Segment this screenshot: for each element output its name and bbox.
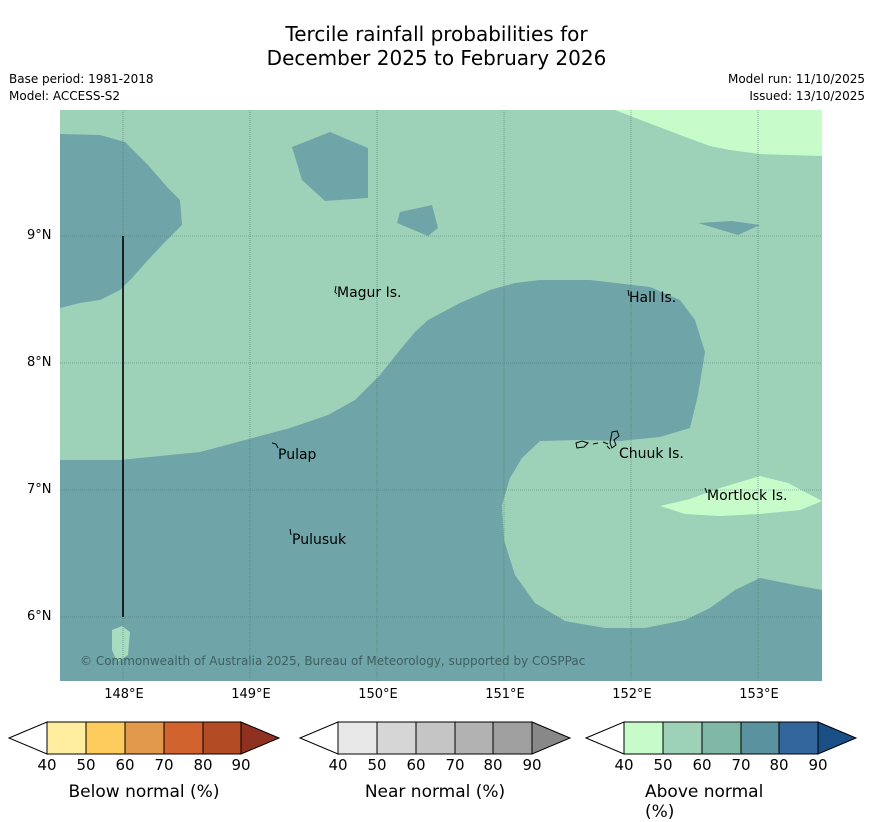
place-label-pulap: Pulap	[278, 447, 317, 463]
island-mortlock	[704, 487, 708, 494]
issued-date: Issued: 13/10/2025	[749, 89, 865, 103]
island-chuuk	[575, 430, 620, 450]
cb-below-seg-1	[46, 721, 87, 755]
cb-near-tick-90: 90	[522, 756, 542, 774]
cb-above-tick-50: 50	[653, 756, 673, 774]
copyright-notice: © Commonwealth of Australia 2025, Bureau…	[80, 654, 586, 668]
island-pulusuk	[289, 528, 292, 536]
cb-above-tick-60: 60	[692, 756, 712, 774]
lat-label-6n: 6°N	[27, 609, 52, 624]
cb-near-title: Near normal (%)	[364, 782, 506, 802]
place-label-mortlock: Mortlock Is.	[707, 488, 788, 504]
cb-below-seg-4	[163, 721, 204, 755]
region-above-50-south-patch	[112, 626, 130, 662]
region-above-70-blob-b	[397, 205, 438, 236]
colorbar-below	[7, 721, 281, 755]
cb-above-seg-1	[623, 721, 664, 755]
cb-below-seg-2	[85, 721, 126, 755]
colorbar-near	[298, 721, 572, 755]
cb-near-tick-80: 80	[483, 756, 503, 774]
cb-below-seg-3	[124, 721, 165, 755]
cb-near-tick-60: 60	[406, 756, 426, 774]
gridlines	[60, 110, 822, 681]
region-above-70-blob-a	[292, 132, 368, 201]
cb-above-seg-5	[778, 721, 819, 755]
cb-above-seg-4	[740, 721, 780, 755]
map-panel[interactable]	[60, 110, 822, 681]
lon-label-148e: 148°E	[104, 687, 144, 702]
region-above-40-northeast	[615, 110, 822, 156]
cb-near-seg-0	[298, 721, 339, 755]
place-label-chuuk: Chuuk Is.	[619, 446, 684, 462]
map-title: Tercile rainfall probabilities for Decem…	[0, 22, 873, 70]
cb-above-seg-2	[662, 721, 703, 755]
cb-near-tick-40: 40	[328, 756, 348, 774]
cb-above-tick-40: 40	[614, 756, 634, 774]
island-magur	[334, 285, 338, 295]
meta-right: Model run: 11/10/2025 Issued: 13/10/2025	[728, 71, 865, 105]
cb-below-tick-50: 50	[76, 756, 96, 774]
cb-near-seg-3	[415, 721, 456, 755]
lon-label-153e: 153°E	[739, 687, 779, 702]
cb-below-seg-0	[7, 721, 48, 755]
colorbar-svg	[7, 721, 858, 755]
cb-below-seg-6	[240, 721, 281, 755]
region-above-70-northwest	[60, 134, 182, 308]
colorbar-above	[584, 721, 858, 755]
region-above-70-sliver	[698, 221, 760, 235]
model-run: Model run: 11/10/2025	[727, 72, 865, 86]
place-label-pulusuk: Pulusuk	[292, 532, 347, 548]
cb-below-tick-80: 80	[193, 756, 213, 774]
cb-below-tick-70: 70	[154, 756, 174, 774]
cb-above-seg-3	[701, 721, 742, 755]
region-above-70-main	[60, 280, 822, 681]
meta-left: Base period: 1981-2018 Model: ACCESS-S2	[9, 71, 154, 105]
cb-near-seg-2	[376, 721, 417, 755]
map-svg[interactable]	[60, 110, 822, 681]
title-line-2: December 2025 to February 2026	[266, 46, 607, 70]
lat-label-9n: 9°N	[27, 228, 52, 243]
cb-near-seg-4	[454, 721, 494, 755]
lat-label-7n: 7°N	[27, 482, 52, 497]
island-hall	[627, 289, 630, 297]
cb-near-seg-5	[492, 721, 533, 755]
cb-below-tick-90: 90	[231, 756, 251, 774]
cb-above-seg-6	[817, 721, 858, 755]
cb-above-tick-70: 70	[731, 756, 751, 774]
cb-above-tick-90: 90	[808, 756, 828, 774]
base-period: Base period: 1981-2018	[9, 72, 154, 86]
island-pulap	[271, 442, 279, 449]
islands	[271, 285, 708, 536]
cb-near-tick-70: 70	[445, 756, 465, 774]
lon-label-150e: 150°E	[358, 687, 398, 702]
lon-label-149e: 149°E	[231, 687, 271, 702]
cb-above-tick-80: 80	[769, 756, 789, 774]
cb-near-seg-1	[337, 721, 378, 755]
lon-label-152e: 152°E	[612, 687, 652, 702]
place-label-hall: Hall Is.	[629, 290, 677, 306]
cb-near-seg-6	[531, 721, 572, 755]
cb-below-tick-60: 60	[115, 756, 135, 774]
cb-above-title: Above normal (%)	[645, 782, 764, 822]
place-label-magur: Magur Is.	[337, 285, 402, 301]
model-name: Model: ACCESS-S2	[9, 89, 121, 103]
cb-above-seg-0	[584, 721, 625, 755]
cb-below-tick-40: 40	[37, 756, 57, 774]
lon-label-151e: 151°E	[485, 687, 525, 702]
region-above-40-mortlock	[660, 476, 822, 516]
cb-below-seg-5	[202, 721, 242, 755]
lat-label-8n: 8°N	[27, 355, 52, 370]
title-line-1: Tercile rainfall probabilities for	[285, 22, 588, 46]
cb-near-tick-50: 50	[367, 756, 387, 774]
cb-below-title: Below normal (%)	[68, 782, 220, 802]
